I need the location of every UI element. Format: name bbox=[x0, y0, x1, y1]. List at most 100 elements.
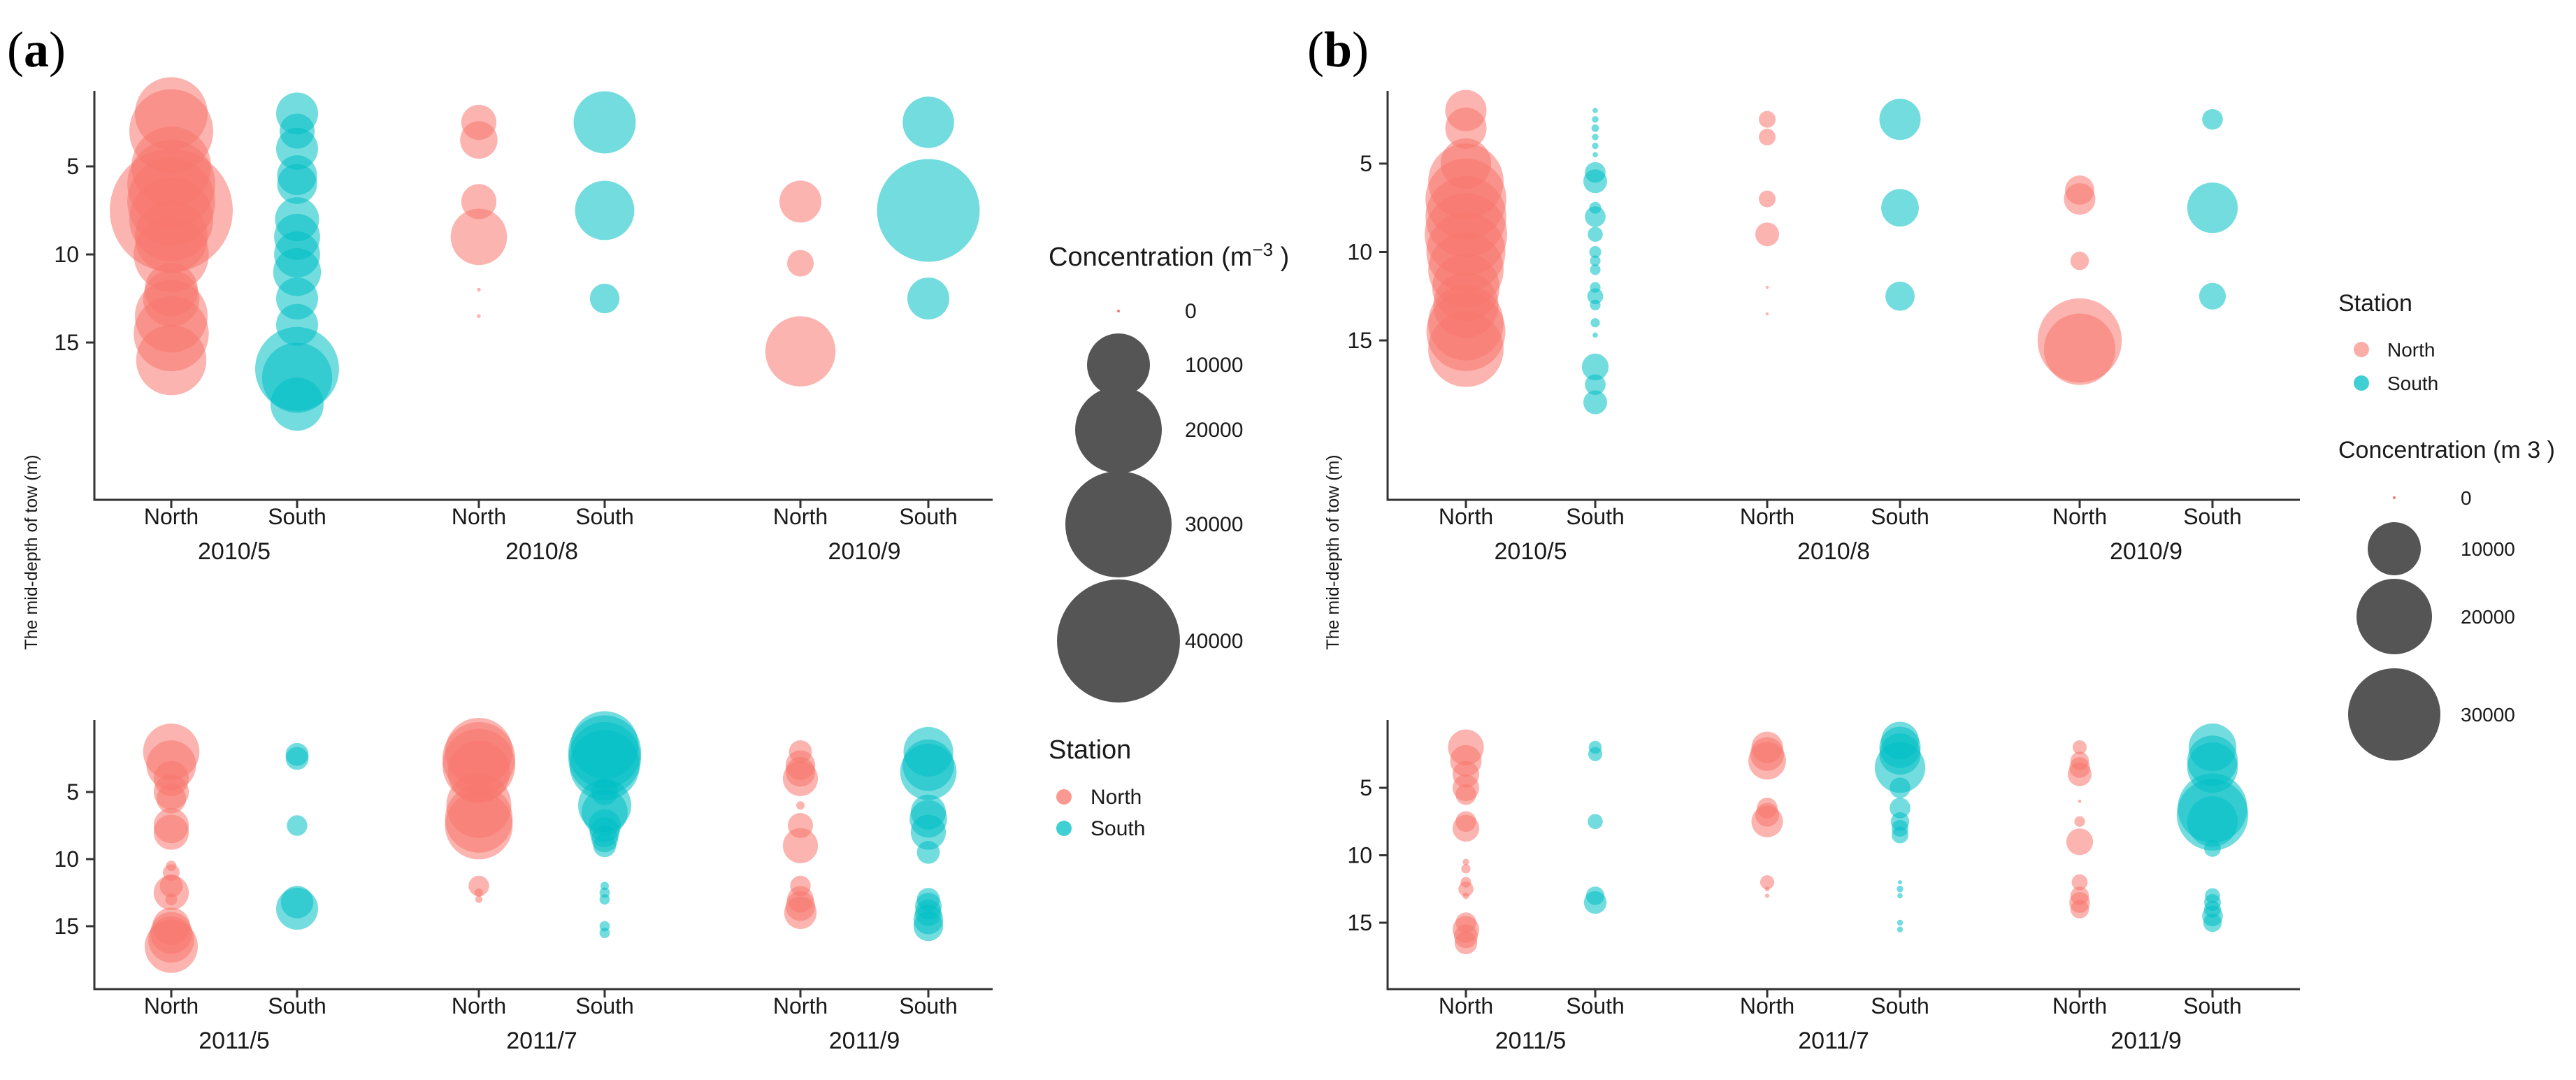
pa-row0-g2-south-point-0 bbox=[902, 96, 954, 148]
size-legend-value-0: 0 bbox=[1185, 300, 1197, 323]
pb-row0-ytick-label-15: 15 bbox=[1347, 328, 1372, 353]
pb-row0-g0-south-point-7 bbox=[1583, 169, 1607, 194]
pb-row1-g1-south-point-12 bbox=[1897, 919, 1904, 926]
pb-row1-g0-south-point-4 bbox=[1583, 891, 1607, 914]
size-legend-value-30000: 30000 bbox=[1185, 513, 1243, 536]
size-legend-bubble-20000 bbox=[1075, 387, 1162, 473]
pb-row1-g2-north-point-4 bbox=[2078, 799, 2082, 803]
pb-row1-g2-station-label-south: South bbox=[2183, 993, 2242, 1018]
pb-row0-g1-station-label-south: South bbox=[1871, 504, 1929, 529]
pb-row1-g1-south-point-13 bbox=[1897, 926, 1904, 933]
pb-row0-g0-south-point-2 bbox=[1591, 124, 1599, 132]
pa-row1-g1-north-point-7 bbox=[468, 875, 489, 897]
pa-row0-g0-south-point-4 bbox=[277, 164, 317, 204]
pb-row0-g0-station-label-north: North bbox=[1439, 504, 1493, 529]
pa-row0-g0-station-label-south: South bbox=[268, 504, 326, 529]
color-legend-south-key-b bbox=[2354, 375, 2369, 391]
pa-row0-g0-north-point-13 bbox=[136, 325, 207, 396]
pb-row0-g2-station-label-south: South bbox=[2183, 504, 2242, 529]
pb-row0-g0-north-point-1 bbox=[1445, 107, 1487, 149]
pb-row0-g0-south-point-21 bbox=[1583, 390, 1607, 415]
pb-row0-g0-south-point-18 bbox=[1592, 332, 1598, 338]
pa-row0-ytick-label-15: 15 bbox=[54, 330, 79, 355]
pa-row1-g0-north-point-6 bbox=[153, 814, 189, 850]
pb-row0-ytick-label-10: 10 bbox=[1347, 240, 1372, 265]
pa-row0-g1-south-point-1 bbox=[575, 180, 635, 240]
pb-row1-g2-station-label-north: North bbox=[2052, 993, 2107, 1018]
pb-row1-g0-north-point-11 bbox=[1462, 892, 1469, 900]
axes-a-bottom bbox=[93, 720, 993, 991]
color-legend-north-key-b bbox=[2354, 342, 2369, 357]
pa-row1-g0-south-point-2 bbox=[287, 815, 308, 836]
pa-row1-g0-north-point-10 bbox=[153, 874, 189, 911]
pb-row0-g1-north-point-4 bbox=[1765, 285, 1769, 289]
pb-row0-group-label-0: 2010/5 bbox=[1495, 538, 1567, 565]
pb-row0-g0-south-point-10 bbox=[1588, 226, 1603, 243]
pa-row1-ytick-label-15: 15 bbox=[54, 914, 79, 939]
size-legend-value-10000: 10000 bbox=[1185, 354, 1243, 377]
pa-row1-group-label-2: 2011/9 bbox=[829, 1028, 900, 1054]
axes-a-top bbox=[93, 91, 993, 501]
size-legend-value-20000: 20000 bbox=[1185, 419, 1243, 442]
pb-row1-g1-north-point-7 bbox=[1764, 886, 1770, 892]
pb-row1-g2-north-point-7 bbox=[2071, 874, 2088, 891]
pb-row1-g1-station-label-south: South bbox=[1871, 993, 1929, 1018]
pb-row1-g1-south-point-4 bbox=[1890, 777, 1911, 798]
pa-row1-g2-north-point-3 bbox=[782, 761, 819, 796]
pb-row1-ytick-label-10: 10 bbox=[1347, 843, 1372, 868]
pb-row1-g1-north-point-5 bbox=[1751, 805, 1783, 837]
pb-row0-g0-south-point-4 bbox=[1592, 143, 1599, 150]
size-legend-b-bubble-0 bbox=[2393, 496, 2396, 499]
pb-row0-g0-south-point-5 bbox=[1592, 152, 1598, 158]
pa-row1-group-label-0: 2011/5 bbox=[199, 1028, 269, 1054]
pb-row1-g1-south-point-8 bbox=[1892, 826, 1908, 844]
pa-row0-g1-south-point-0 bbox=[573, 91, 636, 154]
pb-row0-group-label-1: 2010/8 bbox=[1797, 538, 1870, 565]
pa-row1-g0-south-point-1 bbox=[285, 747, 309, 770]
pb-row0-g0-south-point-13 bbox=[1590, 264, 1601, 275]
pb-row1-g1-north-point-2 bbox=[1748, 742, 1786, 780]
pa-row1-g2-station-label-south: South bbox=[899, 993, 958, 1018]
pa-row1-g0-station-label-south: South bbox=[268, 993, 326, 1018]
pb-row0-g2-north-point-2 bbox=[2070, 251, 2089, 271]
pa-row0-g2-north-point-1 bbox=[787, 250, 814, 277]
pa-row1-g1-south-point-15 bbox=[599, 928, 610, 938]
pa-row0-ytick-label-5: 5 bbox=[66, 154, 79, 179]
pb-row1-g1-south-point-11 bbox=[1897, 893, 1903, 899]
pa-row1-g1-north-point-8 bbox=[475, 888, 483, 897]
color-legend-title-a: Station bbox=[1049, 735, 1131, 765]
size-legend-bubble-10000 bbox=[1087, 333, 1150, 396]
pb-row1-group-label-1: 2011/7 bbox=[1798, 1028, 1869, 1054]
pa-row1-group-label-1: 2011/7 bbox=[506, 1028, 577, 1054]
pb-row0-g2-north-point-4 bbox=[2043, 313, 2116, 385]
pb-row1-g2-north-point-10 bbox=[2070, 900, 2089, 919]
pb-row0-g1-south-point-1 bbox=[1881, 189, 1919, 227]
pb-row1-g2-north-point-5 bbox=[2074, 816, 2085, 827]
pa-row1-g1-north-point-9 bbox=[475, 895, 483, 903]
pb-row0-g0-south-point-20 bbox=[1585, 374, 1606, 396]
pa-row0-g2-north-point-0 bbox=[779, 180, 821, 223]
pb-row1-g1-south-point-5 bbox=[1890, 798, 1911, 819]
size-legend-b-bubble-20000 bbox=[2356, 579, 2432, 654]
pa-row1-g1-station-label-south: South bbox=[575, 993, 634, 1018]
pb-row1-ytick-label-15: 15 bbox=[1347, 910, 1372, 935]
pb-row1-g0-station-label-south: South bbox=[1566, 993, 1625, 1018]
pa-row0-g0-south-point-13 bbox=[271, 377, 324, 431]
pb-row1-g1-north-point-6 bbox=[1760, 875, 1775, 890]
pb-row1-g0-south-point-1 bbox=[1588, 747, 1603, 761]
axes-b-top bbox=[1386, 91, 2300, 501]
pb-row1-g0-north-point-4 bbox=[1455, 784, 1476, 805]
pb-row0-g0-south-point-17 bbox=[1590, 318, 1600, 328]
pb-row1-g2-north-point-3 bbox=[2068, 762, 2092, 786]
pa-row0-g2-south-point-2 bbox=[907, 278, 949, 319]
size-legend-b-bubble-10000 bbox=[2368, 522, 2421, 575]
size-legend-b-value-30000: 30000 bbox=[2461, 704, 2515, 726]
pa-row0-g2-station-label-north: North bbox=[773, 504, 828, 529]
size-legend-bubble-30000 bbox=[1065, 471, 1172, 577]
pb-row0-g0-south-point-19 bbox=[1581, 353, 1609, 381]
color-legend-title-b: Station bbox=[2338, 290, 2412, 317]
pa-row0-g1-south-point-2 bbox=[589, 283, 620, 314]
pb-row0-g0-south-point-0 bbox=[1592, 108, 1598, 113]
pb-row1-g1-station-label-north: North bbox=[1740, 993, 1794, 1018]
pb-row1-g0-north-point-7 bbox=[1462, 858, 1469, 865]
